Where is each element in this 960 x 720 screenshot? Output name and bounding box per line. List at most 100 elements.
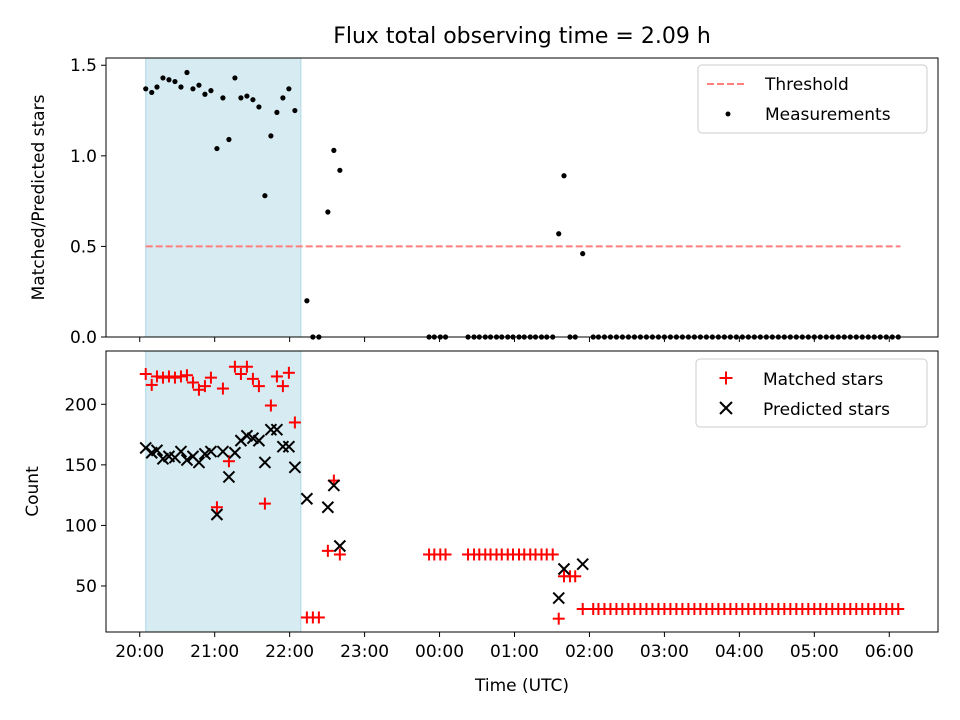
- matched-star-point: [276, 380, 289, 393]
- predicted-star-point: [300, 492, 314, 505]
- predicted-star-point: [180, 453, 194, 467]
- observing-window-span-bottom: [145, 350, 302, 633]
- matched-star-point: [198, 380, 211, 393]
- x-tick-label: 21:00: [190, 642, 239, 662]
- matched-star-point: [246, 372, 259, 385]
- top-legend-frame: [697, 64, 928, 134]
- matched-star-point: [892, 602, 905, 615]
- measurement-point: [172, 78, 178, 85]
- measurement-point: [154, 84, 160, 90]
- measurement-point: [250, 97, 256, 103]
- bottom-x-ticks: 20:00 21:00 22:00 23:00 00:00 01:00 02:00 03:00…: [115, 632, 914, 662]
- matched-star-point: [546, 548, 559, 561]
- measurement-point: [220, 95, 226, 101]
- measurement-point: [274, 109, 280, 115]
- measurement-point: [337, 167, 343, 173]
- predicted-star-point: [552, 591, 565, 605]
- measurement-point: [238, 95, 244, 101]
- measurement-point: [184, 69, 190, 76]
- matched-star-point: [321, 544, 334, 557]
- matched-star-point: [576, 602, 589, 615]
- predicted-star-point: [321, 501, 335, 514]
- matched-star-point: [204, 371, 217, 384]
- matched-star-point: [228, 360, 241, 373]
- measurement-point: [244, 93, 250, 99]
- matched-star-point: [252, 380, 265, 393]
- measurement-point: [292, 107, 298, 114]
- top-y-ticks: 0.0 0.5 1.0 1.5: [70, 56, 106, 348]
- predicted-star-point: [288, 461, 302, 474]
- measurement-point: [232, 75, 238, 81]
- y-tick-label: 0.0: [70, 328, 97, 348]
- matched-star-point: [234, 368, 247, 381]
- matched-star-point: [258, 497, 271, 510]
- bottom-legend-frame: [695, 358, 928, 428]
- predicted-star-point: [222, 470, 236, 484]
- predicted-star-point: [174, 445, 188, 458]
- y-tick-label: 100: [65, 516, 97, 536]
- legend-matched-label: Matched stars: [763, 370, 883, 390]
- measurement-point: [166, 77, 172, 83]
- legend-matched-swatch: [719, 371, 733, 385]
- matched-star-point: [270, 370, 283, 383]
- matched-star-point: [552, 612, 565, 625]
- measurement-point: [149, 89, 155, 96]
- matched-star-point: [439, 548, 452, 561]
- measurement-point: [262, 193, 268, 199]
- measurement-point: [325, 209, 331, 215]
- matched-star-point: [312, 611, 325, 624]
- matched-star-point: [282, 366, 295, 379]
- predicted-star-point: [210, 508, 224, 521]
- predicted-star-point: [192, 456, 206, 469]
- measurement-point: [208, 88, 214, 94]
- matched-star-points: [139, 360, 905, 625]
- measurement-point: [580, 251, 586, 257]
- top-y-axis-label: Matched/Predicted stars: [29, 94, 49, 300]
- measurement-point: [190, 86, 196, 92]
- matched-star-point: [222, 455, 235, 468]
- measurement-point: [178, 84, 184, 90]
- top-axes-frame: [105, 57, 939, 338]
- measurement-point: [256, 104, 262, 110]
- y-tick-label: 1.5: [70, 56, 97, 76]
- matched-star-point: [139, 368, 152, 381]
- bottom-y-ticks: 50 100 150 200: [65, 395, 106, 597]
- matched-star-point: [264, 399, 277, 412]
- x-tick-label: 03:00: [640, 642, 689, 662]
- x-axis-label: Time (UTC): [474, 676, 569, 696]
- measurement-point: [268, 133, 274, 139]
- predicted-star-point: [333, 539, 347, 553]
- bottom-legend: Matched stars Predicted stars: [695, 358, 928, 428]
- y-tick-label: 200: [65, 395, 97, 415]
- top-legend: Threshold Measurements: [697, 64, 928, 134]
- y-tick-label: 0.5: [70, 237, 97, 257]
- matched-star-point: [150, 370, 163, 383]
- matched-star-point: [288, 416, 301, 429]
- bottom-axes-frame: [105, 350, 939, 633]
- matched-star-point: [186, 376, 199, 389]
- predicted-star-point: [252, 434, 266, 447]
- predicted-star-point: [282, 440, 296, 453]
- measurement-point: [196, 82, 202, 88]
- measurement-point: [214, 145, 220, 152]
- top-x-ticks: [139, 337, 890, 342]
- x-tick-label: 22:00: [265, 642, 314, 662]
- measurement-point: [561, 173, 567, 179]
- predicted-star-point: [204, 445, 218, 458]
- legend-threshold-label: Threshold: [764, 75, 849, 95]
- matched-star-point: [210, 501, 223, 514]
- predicted-star-point: [258, 456, 272, 469]
- predicted-star-point: [557, 562, 571, 576]
- matched-star-point: [333, 548, 346, 561]
- x-tick-label: 04:00: [715, 642, 764, 662]
- measurement-point: [286, 86, 292, 92]
- x-tick-label: 20:00: [115, 642, 164, 662]
- legend-measurements-label: Measurements: [765, 105, 891, 125]
- measurement-point: [160, 75, 166, 81]
- matched-star-point: [240, 360, 253, 373]
- matched-star-point: [174, 370, 187, 383]
- matched-star-point: [156, 371, 169, 384]
- x-tick-label: 06:00: [865, 642, 914, 662]
- measurement-point: [304, 298, 310, 304]
